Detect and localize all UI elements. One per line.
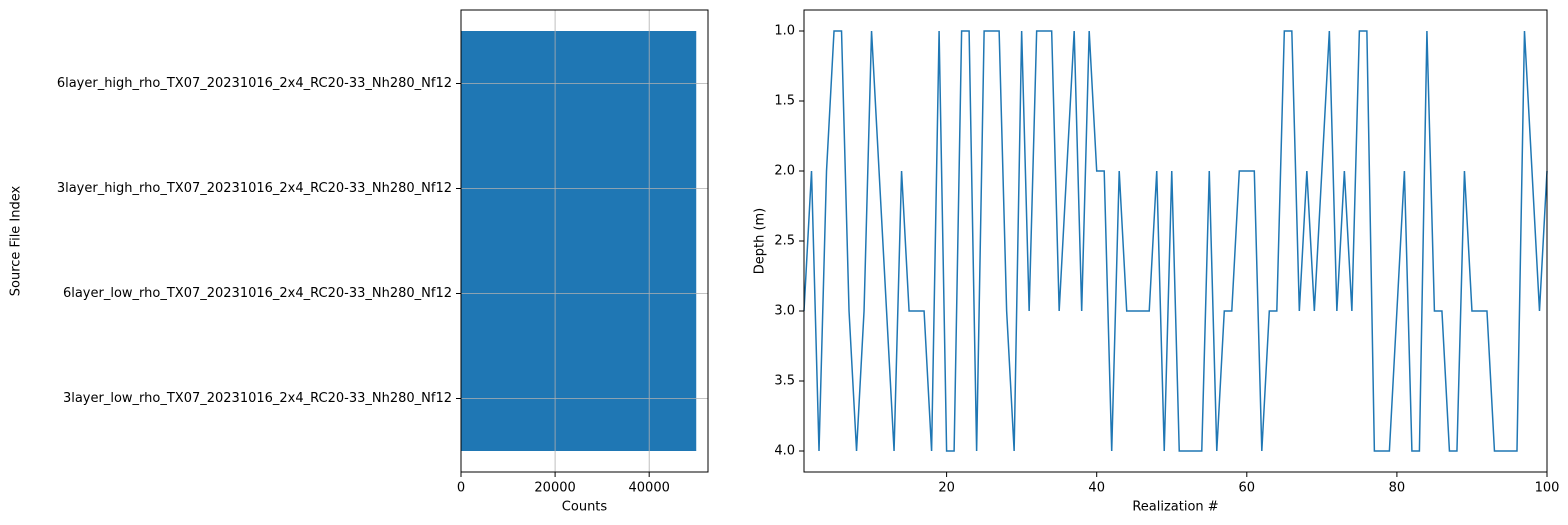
y-tick-label: 3.0 bbox=[774, 304, 795, 319]
y-tick-label: 3layer_low_rho_TX07_20231016_2x4_RC20-33… bbox=[63, 391, 452, 406]
y-tick-label: 3.5 bbox=[774, 374, 795, 389]
x-tick-label: 0 bbox=[457, 481, 465, 496]
y-tick-label: 1.0 bbox=[774, 24, 795, 39]
x-axis-label: Realization # bbox=[1132, 500, 1218, 515]
y-tick-label: 3layer_high_rho_TX07_20231016_2x4_RC20-3… bbox=[57, 181, 452, 196]
axes-frame bbox=[460, 9, 709, 473]
x-tick-label: 40 bbox=[1088, 481, 1105, 496]
y-tick-label: 6layer_low_rho_TX07_20231016_2x4_RC20-33… bbox=[63, 286, 452, 301]
x-tick-label: 40000 bbox=[629, 481, 670, 496]
x-tick-label: 20 bbox=[938, 481, 955, 496]
axes-frame bbox=[803, 9, 1548, 473]
x-tick-label: 100 bbox=[1535, 481, 1560, 496]
y-axis-label: Source File Index bbox=[9, 185, 24, 296]
y-tick-label: 2.5 bbox=[774, 234, 795, 249]
y-tick-label: 1.5 bbox=[774, 94, 795, 109]
x-tick-label: 20000 bbox=[534, 481, 575, 496]
x-tick-label: 60 bbox=[1239, 481, 1256, 496]
data-line bbox=[803, 30, 1548, 452]
y-axis-label: Depth (m) bbox=[753, 208, 768, 275]
y-tick-label: 4.0 bbox=[774, 444, 795, 459]
y-tick-label: 2.0 bbox=[774, 164, 795, 179]
y-tick-label: 6layer_high_rho_TX07_20231016_2x4_RC20-3… bbox=[57, 76, 452, 91]
x-axis-label: Counts bbox=[562, 500, 608, 515]
x-tick-label: 80 bbox=[1389, 481, 1406, 496]
